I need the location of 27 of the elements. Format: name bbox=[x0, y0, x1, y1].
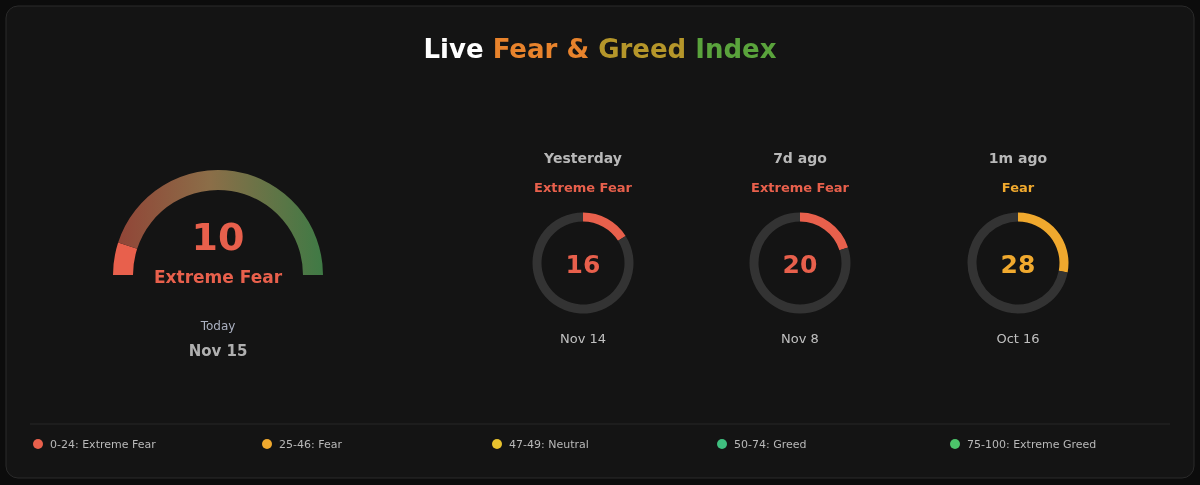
text: 0-24: Extreme Fear bbox=[50, 438, 157, 451]
donut-slice bbox=[800, 212, 849, 251]
text: 20 bbox=[782, 250, 818, 279]
donut-slice bbox=[583, 212, 626, 241]
donut-slice bbox=[749, 212, 851, 314]
slice-label: Fear bbox=[1001, 180, 1035, 195]
chart-title: 7d ago bbox=[773, 150, 828, 166]
text: 10 bbox=[191, 215, 245, 259]
donut-slice bbox=[532, 212, 634, 314]
text: 28 bbox=[1000, 250, 1036, 279]
text: Nov 15 bbox=[188, 342, 248, 360]
text: Oct 16 bbox=[996, 331, 1040, 346]
chart-title: 1m ago bbox=[988, 150, 1048, 166]
slice-label: Extreme Fear bbox=[534, 180, 633, 195]
text: Nov 14 bbox=[559, 331, 607, 346]
text: 25-46: Fear bbox=[279, 438, 343, 451]
text: 75-100: Extreme Greed bbox=[967, 438, 1097, 451]
chart-title: Yesterday bbox=[543, 150, 622, 166]
text: Live Fear & Greed Index bbox=[423, 34, 777, 64]
text: Nov 8 bbox=[781, 331, 819, 346]
slice-label: Extreme Fear bbox=[751, 180, 850, 195]
text: Extreme Fear bbox=[153, 267, 283, 287]
text: 47-49: Neutral bbox=[509, 438, 589, 451]
text: 50-74: Greed bbox=[734, 438, 807, 451]
text: 16 bbox=[565, 250, 601, 279]
donut-slice bbox=[967, 212, 1068, 314]
text: Today bbox=[199, 319, 236, 333]
